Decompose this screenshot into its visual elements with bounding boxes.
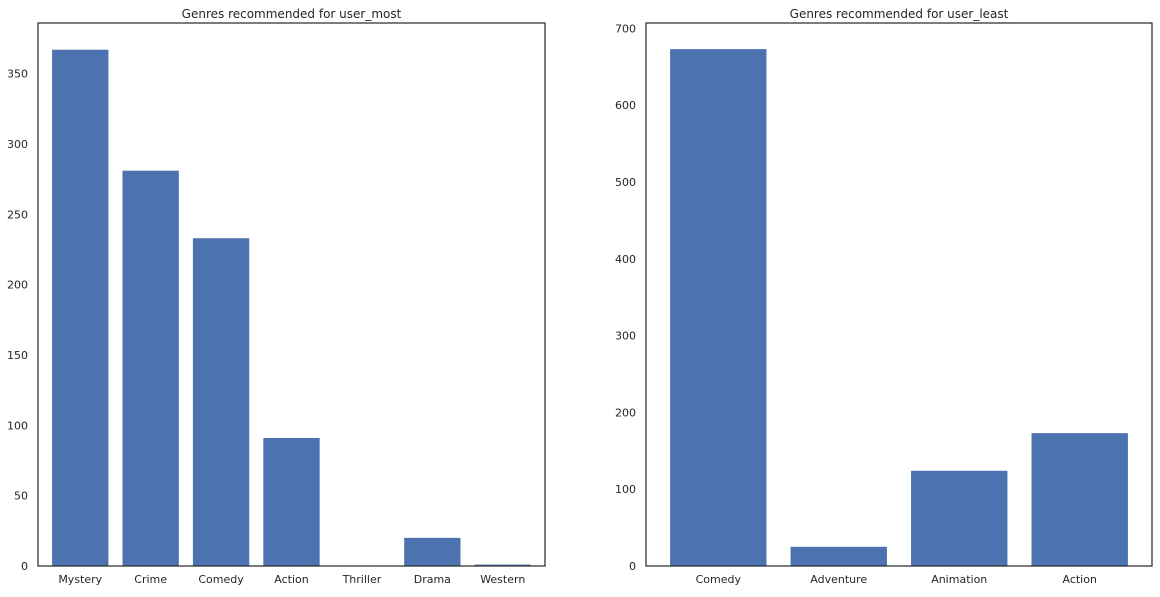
bar-adventure	[790, 546, 887, 566]
y-tick-label: 400	[615, 253, 636, 266]
axes-frame	[37, 22, 546, 567]
y-tick-label: 150	[7, 349, 28, 362]
chart-title: Genres recommended for user_most	[182, 7, 402, 21]
y-tick-label: 200	[7, 279, 28, 292]
x-tick-label: Comedy	[198, 573, 244, 586]
bar-action	[1031, 433, 1128, 566]
bar-comedy	[192, 238, 250, 566]
y-tick-label: 700	[615, 22, 636, 35]
bar-animation	[911, 470, 1008, 566]
y-tick-label: 500	[615, 176, 636, 189]
subplot-0: Mystery Crime Comedy Action Thriller Drama Wes…	[7, 7, 546, 586]
x-tick-label: Action	[274, 573, 308, 586]
x-tick-label: Crime	[134, 573, 167, 586]
y-tick-label: 0	[629, 560, 636, 573]
bar-action	[263, 437, 320, 566]
axes-frame	[645, 22, 1153, 567]
y-tick-label: 0	[21, 560, 28, 573]
bar-drama	[404, 537, 461, 566]
subplot-1: Comedy Adventure Animation Action 0 100 200 300…	[615, 7, 1153, 586]
y-tick-label: 100	[7, 419, 28, 432]
x-tick-label: Action	[1062, 573, 1096, 586]
x-tick-label: Mystery	[58, 573, 102, 586]
bar-comedy	[670, 49, 767, 566]
y-tick-label: 100	[615, 483, 636, 496]
y-tick-label: 350	[7, 68, 28, 81]
y-tick-label: 600	[615, 99, 636, 112]
x-tick-label: Drama	[414, 573, 451, 586]
bar-western	[474, 564, 531, 566]
y-tick-label: 250	[7, 208, 28, 221]
y-tick-label: 50	[14, 490, 28, 503]
y-tick-label: 200	[615, 406, 636, 419]
x-tick-label: Thriller	[342, 573, 382, 586]
chart-title: Genres recommended for user_least	[790, 7, 1009, 21]
x-tick-label: Animation	[931, 573, 987, 586]
bar-mystery	[52, 49, 109, 567]
x-tick-label: Adventure	[810, 573, 867, 586]
x-tick-label: Comedy	[696, 573, 742, 586]
y-tick-label: 300	[615, 330, 636, 343]
y-tick-label: 300	[7, 138, 28, 151]
x-tick-label: Western	[480, 573, 525, 586]
bar-crime	[122, 170, 179, 566]
